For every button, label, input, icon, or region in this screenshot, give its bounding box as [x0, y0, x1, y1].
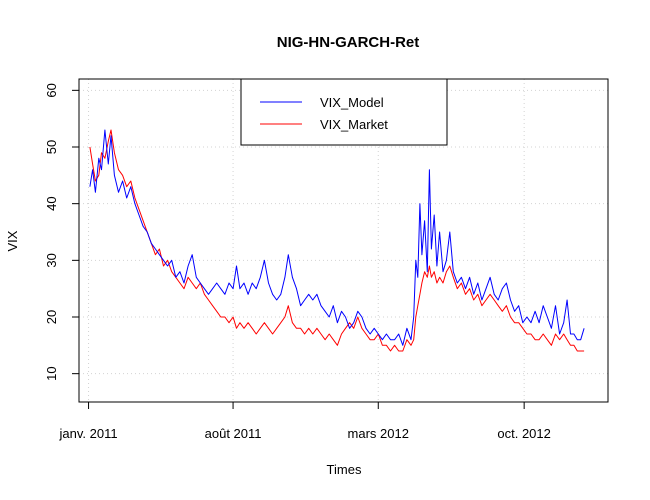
series-line-vix-market — [89, 129, 585, 352]
x-tick-label: mars 2012 — [348, 426, 409, 441]
y-tick-label: 10 — [44, 366, 59, 380]
x-tick-label: janv. 2011 — [59, 426, 118, 441]
x-axis: janv. 2011 août 2011 mars 2012 oct. 2012 — [59, 402, 551, 441]
series-line-vix-model — [89, 129, 585, 346]
y-tick-label: 60 — [44, 83, 59, 97]
legend: VIX_Model VIX_Market — [240, 78, 448, 146]
y-tick-label: 50 — [44, 140, 59, 154]
y-tick-label: 20 — [44, 310, 59, 324]
legend-label-market: VIX_Market — [320, 117, 388, 132]
y-axis-label: VIX — [5, 230, 20, 251]
x-axis-label: Times — [327, 462, 362, 477]
series-layer — [89, 129, 585, 352]
y-tick-label: 30 — [44, 253, 59, 267]
y-tick-label: 40 — [44, 196, 59, 210]
y-axis: 10 20 30 40 50 60 — [44, 83, 79, 381]
chart-title: NIG-HN-GARCH-Ret — [277, 34, 420, 51]
x-tick-label: août 2011 — [205, 426, 262, 441]
legend-label-model: VIX_Model — [320, 95, 384, 110]
legend-box — [240, 78, 448, 146]
x-tick-label: oct. 2012 — [497, 426, 551, 441]
